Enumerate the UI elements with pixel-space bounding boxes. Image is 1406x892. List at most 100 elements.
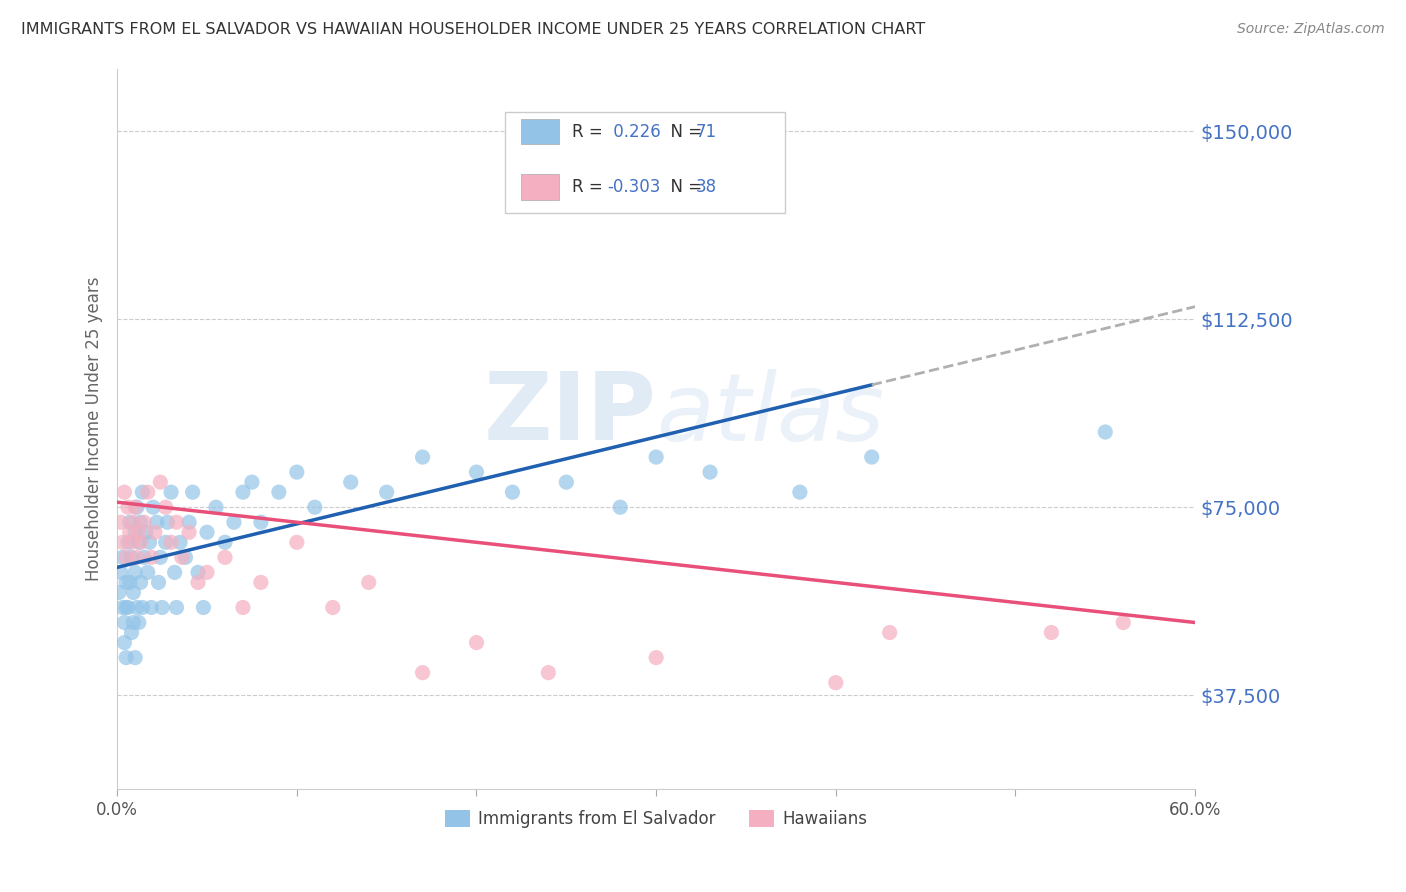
Text: atlas: atlas xyxy=(657,369,884,460)
Point xyxy=(155,535,177,549)
Point xyxy=(115,600,138,615)
Text: N =: N = xyxy=(661,122,707,141)
Point xyxy=(465,635,488,649)
Text: Source: ZipAtlas.com: Source: ZipAtlas.com xyxy=(1237,22,1385,37)
Point xyxy=(115,550,138,565)
Point xyxy=(412,450,434,464)
Point xyxy=(117,535,139,549)
Point xyxy=(609,500,631,515)
Point xyxy=(111,550,134,565)
Point xyxy=(112,485,135,500)
Point xyxy=(555,475,578,490)
Point xyxy=(131,485,153,500)
Point xyxy=(501,485,523,500)
Point xyxy=(166,600,188,615)
Point xyxy=(375,485,398,500)
Point xyxy=(232,600,254,615)
Point xyxy=(111,600,134,615)
Point xyxy=(149,475,172,490)
Point xyxy=(135,525,157,540)
Point xyxy=(141,600,163,615)
Point xyxy=(145,515,167,529)
Text: R =: R = xyxy=(572,178,607,196)
Point xyxy=(141,550,163,565)
Point xyxy=(124,525,146,540)
Point xyxy=(222,515,245,529)
Point xyxy=(129,515,152,529)
Point xyxy=(214,550,236,565)
FancyBboxPatch shape xyxy=(505,112,786,212)
Y-axis label: Householder Income Under 25 years: Householder Income Under 25 years xyxy=(86,277,103,581)
Point xyxy=(304,500,326,515)
Point xyxy=(156,515,179,529)
Text: 38: 38 xyxy=(696,178,717,196)
Point xyxy=(193,600,215,615)
Point xyxy=(214,535,236,549)
Point xyxy=(174,550,197,565)
Point xyxy=(339,475,361,490)
Point xyxy=(129,575,152,590)
Point xyxy=(177,515,200,529)
Point xyxy=(1040,625,1063,640)
Point xyxy=(138,535,160,549)
Point xyxy=(195,525,218,540)
Point xyxy=(117,600,139,615)
Point xyxy=(122,585,145,599)
FancyBboxPatch shape xyxy=(522,119,560,145)
Point xyxy=(169,535,191,549)
Point xyxy=(112,635,135,649)
Point xyxy=(118,515,141,529)
Text: R =: R = xyxy=(572,122,607,141)
Legend: Immigrants from El Salvador, Hawaiians: Immigrants from El Salvador, Hawaiians xyxy=(439,804,875,835)
Point xyxy=(645,650,668,665)
Point xyxy=(148,575,170,590)
Point xyxy=(187,575,209,590)
Point xyxy=(110,566,132,580)
Point xyxy=(205,500,228,515)
Point xyxy=(143,525,166,540)
Text: ZIP: ZIP xyxy=(484,368,657,460)
Point xyxy=(170,550,193,565)
Point xyxy=(322,600,344,615)
Point xyxy=(412,665,434,680)
Point xyxy=(136,566,159,580)
Point xyxy=(121,625,143,640)
Point xyxy=(112,615,135,630)
Point xyxy=(465,465,488,479)
Point xyxy=(122,615,145,630)
Point xyxy=(128,615,150,630)
Point xyxy=(108,585,131,599)
Point xyxy=(160,485,183,500)
Point xyxy=(1112,615,1135,630)
Point xyxy=(125,550,148,565)
Point xyxy=(250,575,273,590)
Point xyxy=(131,600,153,615)
Point xyxy=(110,515,132,529)
Point xyxy=(232,485,254,500)
Point xyxy=(122,515,145,529)
Point xyxy=(128,525,150,540)
Text: IMMIGRANTS FROM EL SALVADOR VS HAWAIIAN HOUSEHOLDER INCOME UNDER 25 YEARS CORREL: IMMIGRANTS FROM EL SALVADOR VS HAWAIIAN … xyxy=(21,22,925,37)
Point xyxy=(134,515,156,529)
Point xyxy=(128,535,150,549)
Point xyxy=(166,515,188,529)
Text: 71: 71 xyxy=(696,122,717,141)
Point xyxy=(124,500,146,515)
Point xyxy=(115,650,138,665)
Point xyxy=(125,500,148,515)
FancyBboxPatch shape xyxy=(522,175,560,200)
Point xyxy=(125,600,148,615)
Point xyxy=(824,675,846,690)
Point xyxy=(136,485,159,500)
Text: 0.226: 0.226 xyxy=(607,122,661,141)
Point xyxy=(129,535,152,549)
Point xyxy=(195,566,218,580)
Point xyxy=(142,500,165,515)
Point xyxy=(177,525,200,540)
Point xyxy=(879,625,901,640)
Point xyxy=(121,550,143,565)
Point xyxy=(117,500,139,515)
Point xyxy=(118,575,141,590)
Point xyxy=(285,535,308,549)
Point xyxy=(149,550,172,565)
